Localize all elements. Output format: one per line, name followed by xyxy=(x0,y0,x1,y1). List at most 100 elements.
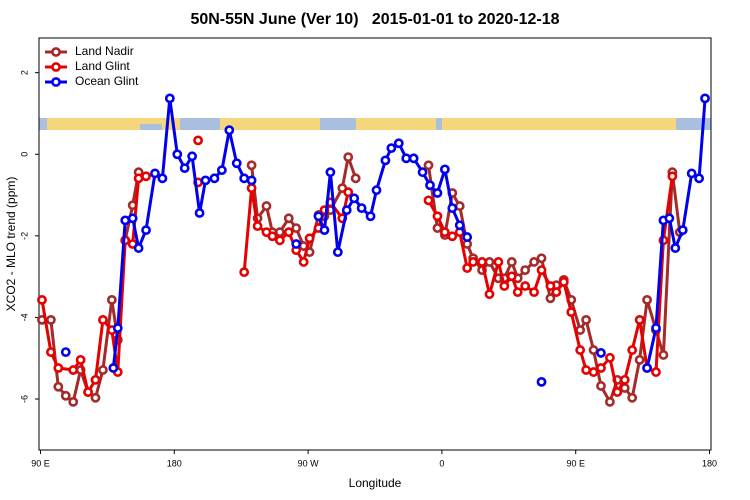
data-point xyxy=(261,201,272,211)
data-point xyxy=(612,387,623,397)
data-point xyxy=(499,281,510,291)
data-point xyxy=(98,314,108,325)
legend-marker xyxy=(51,47,61,57)
data-point xyxy=(127,213,138,224)
data-point xyxy=(90,392,101,403)
data-point xyxy=(588,345,599,355)
data-point xyxy=(512,287,523,298)
data-point xyxy=(274,235,285,246)
data-point xyxy=(423,160,434,171)
data-point xyxy=(141,225,151,236)
data-point xyxy=(150,168,160,179)
data-point xyxy=(45,314,56,325)
data-point xyxy=(98,365,108,375)
data-point xyxy=(677,225,688,236)
data-point xyxy=(439,164,450,175)
data-point xyxy=(343,152,354,163)
legend-label: Land Glint xyxy=(75,59,130,73)
data-point xyxy=(700,93,710,104)
y-tick-label: -6 xyxy=(19,395,29,403)
data-point xyxy=(468,257,479,267)
data-point xyxy=(246,160,257,171)
data-point xyxy=(575,345,586,355)
data-point xyxy=(627,345,638,355)
data-point xyxy=(432,211,443,222)
data-point xyxy=(694,173,705,184)
land-ocean-strip xyxy=(39,118,711,130)
legend-item: Land Nadir xyxy=(45,44,134,58)
data-point xyxy=(642,294,652,305)
data-point xyxy=(193,135,203,146)
data-point xyxy=(356,203,367,214)
data-point xyxy=(200,175,211,186)
data-point xyxy=(462,232,473,242)
data-point xyxy=(386,143,397,154)
legend-item: Land Glint xyxy=(45,59,130,73)
data-point xyxy=(371,185,382,196)
data-point xyxy=(291,223,302,233)
data-point xyxy=(566,307,577,318)
data-point xyxy=(133,243,144,253)
data-point xyxy=(462,263,473,273)
data-point xyxy=(477,257,487,267)
data-point xyxy=(432,223,443,233)
data-point xyxy=(536,376,547,387)
chart-title: 50N-55N June (Ver 10) 2015-01-01 to 2020… xyxy=(190,11,559,28)
y-axis-label: XCO2 - MLO trend (ppm) xyxy=(4,177,18,312)
data-point xyxy=(343,187,354,198)
data-point xyxy=(75,354,86,365)
data-point xyxy=(313,211,324,222)
data-point xyxy=(380,155,391,166)
data-point xyxy=(60,390,71,401)
data-point xyxy=(106,294,117,305)
data-point xyxy=(664,213,675,224)
data-point xyxy=(45,347,56,357)
y-tick-label: 2 xyxy=(19,70,29,75)
data-point xyxy=(239,267,250,278)
data-point xyxy=(216,165,227,176)
data-point xyxy=(506,271,517,282)
data-point xyxy=(349,193,360,204)
data-point xyxy=(536,265,547,276)
data-point xyxy=(642,363,652,373)
data-point xyxy=(581,365,592,375)
data-point xyxy=(194,208,205,218)
data-point xyxy=(120,215,131,226)
data-point xyxy=(417,167,428,178)
data-point xyxy=(529,257,539,267)
data-point xyxy=(231,158,242,169)
data-point xyxy=(179,163,190,174)
x-tick-label: 180 xyxy=(167,458,182,468)
data-point xyxy=(239,173,250,184)
data-point xyxy=(619,374,630,385)
data-point xyxy=(283,213,294,224)
legend-marker xyxy=(51,77,61,87)
data-point xyxy=(545,293,556,304)
data-point xyxy=(246,183,257,194)
data-point xyxy=(529,287,539,298)
x-axis-label: Longitude xyxy=(349,476,402,490)
data-point xyxy=(283,227,294,238)
data-point xyxy=(596,381,606,391)
data-point xyxy=(651,323,661,333)
data-point xyxy=(298,257,309,267)
legend-label: Land Nadir xyxy=(75,44,134,58)
data-point xyxy=(423,195,434,206)
data-point xyxy=(157,173,168,184)
data-point xyxy=(401,153,412,164)
data-point xyxy=(520,265,531,276)
x-tick-label: 90 W xyxy=(298,458,320,468)
data-point xyxy=(267,231,278,242)
data-point xyxy=(558,277,569,287)
data-point xyxy=(545,281,556,291)
data-point xyxy=(596,363,606,373)
data-point xyxy=(60,347,71,357)
data-point xyxy=(53,363,64,373)
data-point xyxy=(172,149,183,160)
legend-marker xyxy=(51,62,61,72)
plot-frame xyxy=(38,37,712,451)
data-point xyxy=(68,396,79,407)
data-point xyxy=(432,188,443,198)
data-point xyxy=(108,363,119,373)
data-point xyxy=(454,220,465,231)
